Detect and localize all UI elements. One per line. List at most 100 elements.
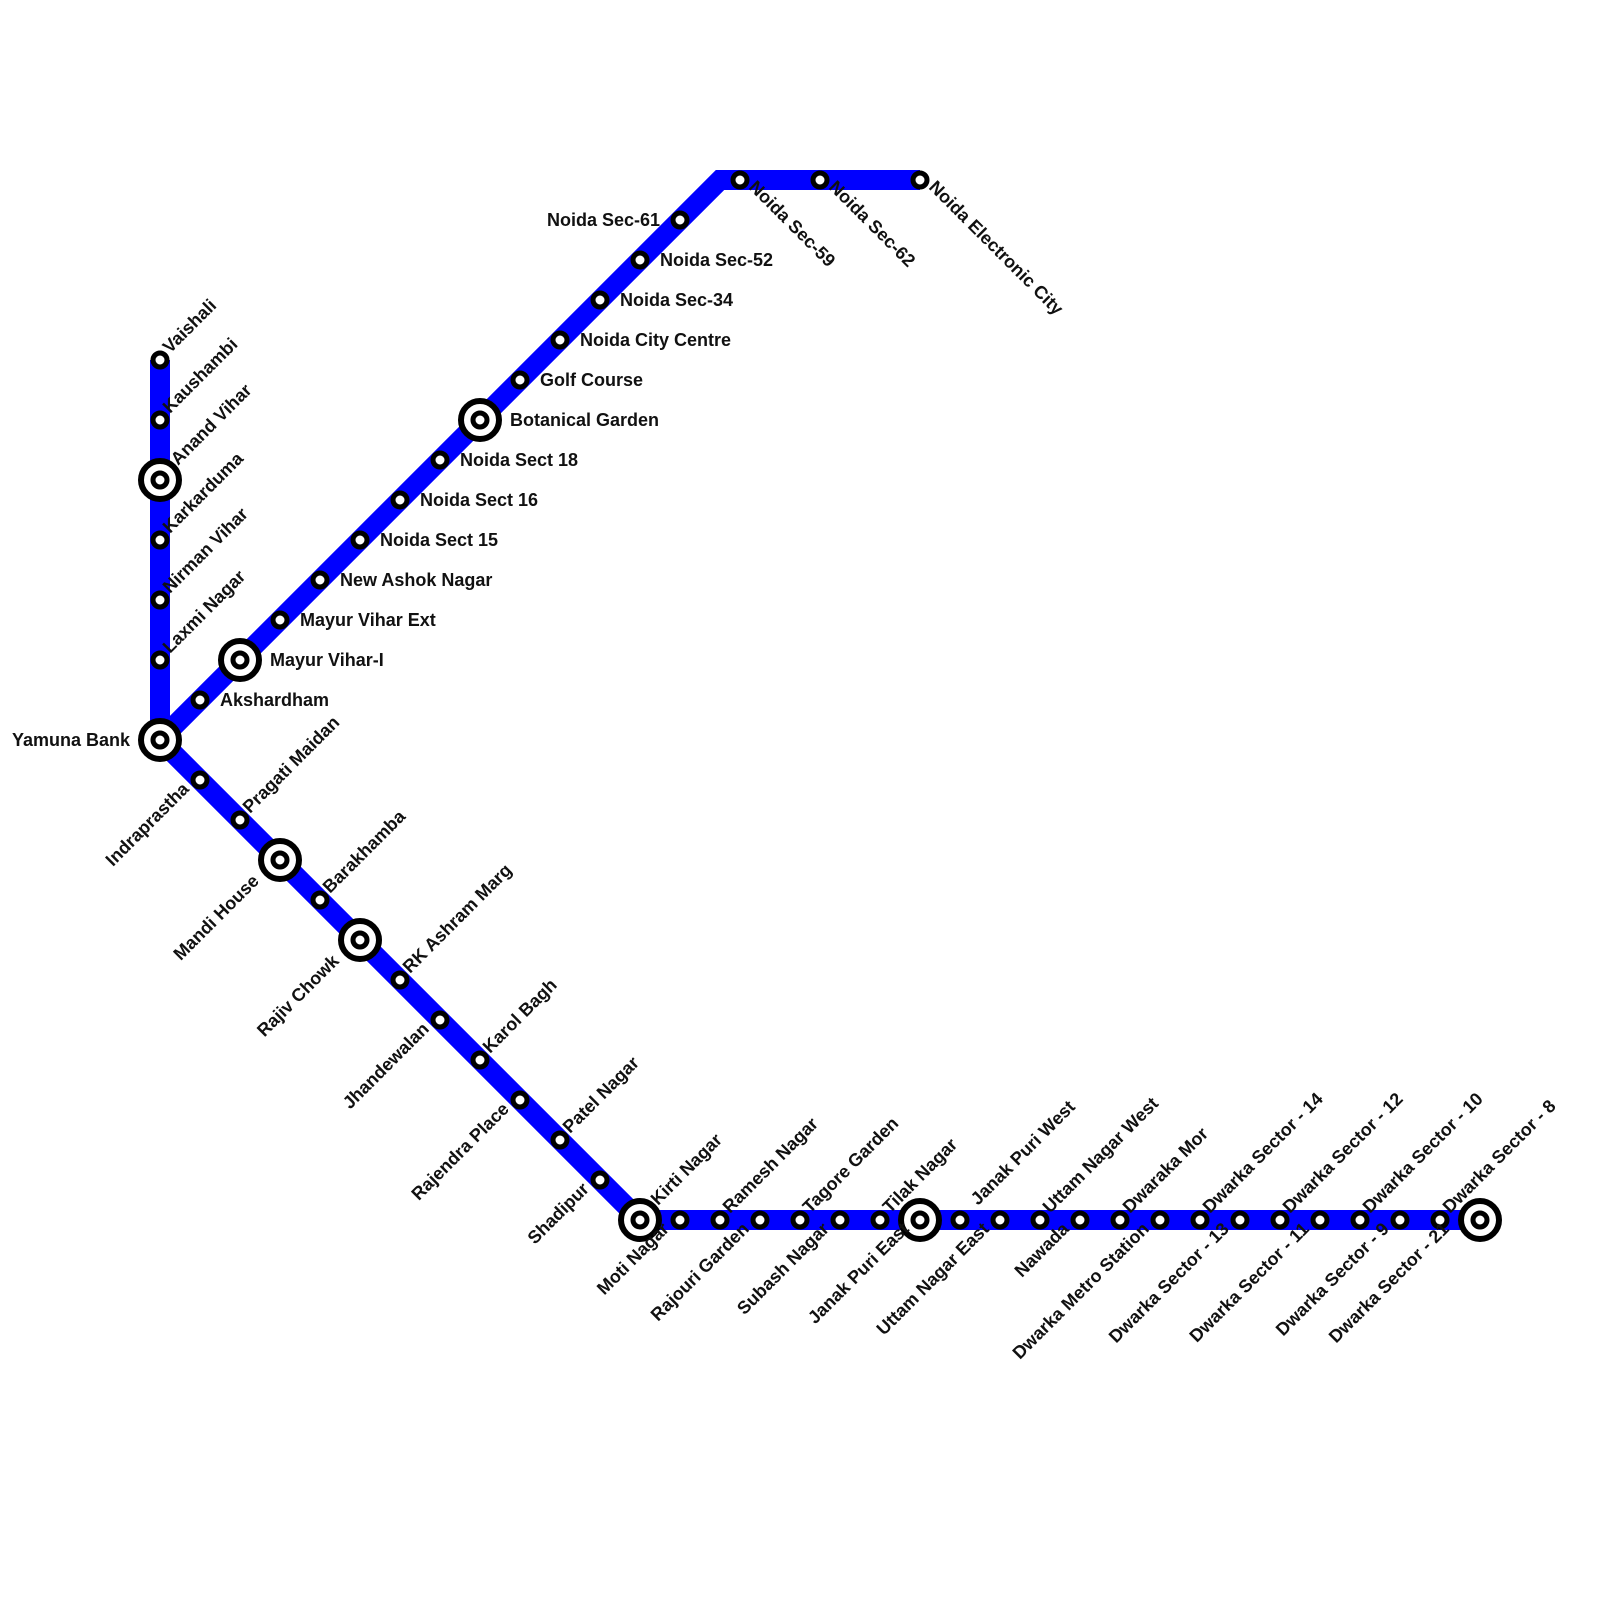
station-marker[interactable] xyxy=(1230,1210,1250,1230)
station-marker[interactable] xyxy=(190,690,210,710)
station-label: New Ashok Nagar xyxy=(340,570,492,590)
interchange-dot xyxy=(350,930,370,950)
station-marker[interactable] xyxy=(270,610,290,630)
station-dot xyxy=(350,530,370,550)
station-marker[interactable] xyxy=(350,530,370,550)
station-marker[interactable] xyxy=(150,410,170,430)
station-marker[interactable] xyxy=(1190,1210,1210,1230)
station-marker[interactable] xyxy=(190,770,210,790)
station-label: Noida Sec-62 xyxy=(825,177,919,271)
station-dot xyxy=(150,350,170,370)
station-dot xyxy=(670,210,690,230)
station-dot xyxy=(150,410,170,430)
station-marker[interactable] xyxy=(1390,1210,1410,1230)
station-marker[interactable] xyxy=(218,638,262,682)
station-marker[interactable] xyxy=(1030,1210,1050,1230)
station-marker[interactable] xyxy=(630,250,650,270)
station-label: Golf Course xyxy=(540,370,643,390)
station-marker[interactable] xyxy=(1350,1210,1370,1230)
station-marker[interactable] xyxy=(1150,1210,1170,1230)
station-marker[interactable] xyxy=(670,210,690,230)
station-label: Noida Sect 15 xyxy=(380,530,498,550)
station-marker[interactable] xyxy=(1458,1198,1502,1242)
station-marker[interactable] xyxy=(790,1210,810,1230)
station-marker[interactable] xyxy=(150,530,170,550)
station-label: Mayur Vihar Ext xyxy=(300,610,436,630)
station-dot xyxy=(390,490,410,510)
station-dot xyxy=(550,330,570,350)
station-marker[interactable] xyxy=(510,1090,530,1110)
station-dot xyxy=(430,1010,450,1030)
interchange-dot xyxy=(470,410,490,430)
station-dot xyxy=(550,1130,570,1150)
station-dot xyxy=(1190,1210,1210,1230)
station-marker[interactable] xyxy=(590,1170,610,1190)
station-label: Rajendra Place xyxy=(407,1099,512,1204)
station-markers xyxy=(138,170,1502,1242)
station-marker[interactable] xyxy=(258,838,302,882)
station-label: RK Ashram Marg xyxy=(399,860,516,977)
station-label: Noida Sec-61 xyxy=(547,210,660,230)
station-marker[interactable] xyxy=(550,330,570,350)
station-marker[interactable] xyxy=(470,1050,490,1070)
station-marker[interactable] xyxy=(590,290,610,310)
station-label: Rajiv Chowk xyxy=(253,950,344,1041)
station-marker[interactable] xyxy=(730,170,750,190)
station-marker[interactable] xyxy=(390,490,410,510)
station-dot xyxy=(1270,1210,1290,1230)
station-marker[interactable] xyxy=(1070,1210,1090,1230)
station-dot xyxy=(1150,1210,1170,1230)
station-marker[interactable] xyxy=(750,1210,770,1230)
station-dot xyxy=(510,1090,530,1110)
station-dot xyxy=(990,1210,1010,1230)
station-marker[interactable] xyxy=(150,350,170,370)
station-marker[interactable] xyxy=(950,1210,970,1230)
station-dot xyxy=(910,170,930,190)
station-marker[interactable] xyxy=(138,458,182,502)
station-marker[interactable] xyxy=(138,718,182,762)
station-marker[interactable] xyxy=(510,370,530,390)
station-marker[interactable] xyxy=(830,1210,850,1230)
station-marker[interactable] xyxy=(1430,1210,1450,1230)
station-marker[interactable] xyxy=(458,398,502,442)
station-marker[interactable] xyxy=(898,1198,942,1242)
station-dot xyxy=(510,370,530,390)
interchange-dot xyxy=(270,850,290,870)
station-label: Noida Sec-34 xyxy=(620,290,733,310)
station-marker[interactable] xyxy=(310,570,330,590)
station-marker[interactable] xyxy=(230,810,250,830)
station-marker[interactable] xyxy=(670,1210,690,1230)
station-marker[interactable] xyxy=(810,170,830,190)
interchange-dot xyxy=(150,730,170,750)
station-label: Noida Sect 16 xyxy=(420,490,538,510)
station-marker[interactable] xyxy=(990,1210,1010,1230)
station-label: Vaishali xyxy=(159,295,221,357)
station-marker[interactable] xyxy=(618,1198,662,1242)
station-dot xyxy=(950,1210,970,1230)
station-dot xyxy=(630,250,650,270)
station-label: Patel Nagar xyxy=(559,1053,643,1137)
station-marker[interactable] xyxy=(1270,1210,1290,1230)
station-dot xyxy=(270,610,290,630)
station-dot xyxy=(150,530,170,550)
station-marker[interactable] xyxy=(310,890,330,910)
station-marker[interactable] xyxy=(390,970,410,990)
station-dot xyxy=(1310,1210,1330,1230)
station-marker[interactable] xyxy=(150,590,170,610)
station-marker[interactable] xyxy=(430,450,450,470)
station-marker[interactable] xyxy=(1110,1210,1130,1230)
station-marker[interactable] xyxy=(430,1010,450,1030)
station-dot xyxy=(1390,1210,1410,1230)
station-marker[interactable] xyxy=(338,918,382,962)
station-marker[interactable] xyxy=(710,1210,730,1230)
station-marker[interactable] xyxy=(1310,1210,1330,1230)
station-label: Yamuna Bank xyxy=(12,730,131,750)
station-marker[interactable] xyxy=(150,650,170,670)
station-marker[interactable] xyxy=(550,1130,570,1150)
station-marker[interactable] xyxy=(910,170,930,190)
station-label: Noida Electronic City xyxy=(925,177,1067,319)
station-label: Indraprastha xyxy=(102,778,194,870)
station-dot xyxy=(590,290,610,310)
station-marker[interactable] xyxy=(870,1210,890,1230)
